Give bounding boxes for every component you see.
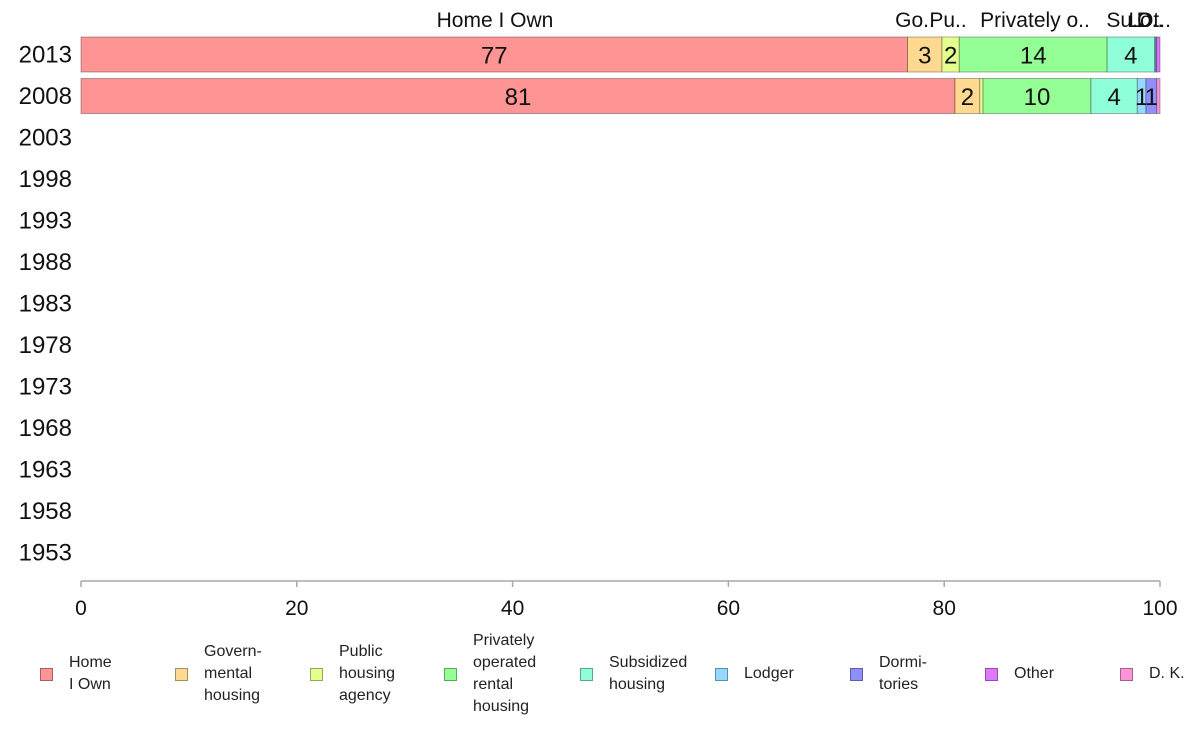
- data-label: 14: [1020, 43, 1047, 70]
- data-label: 10: [1024, 84, 1051, 111]
- bar-segment: [80, 36, 909, 73]
- legend-swatch: [715, 667, 728, 681]
- category-label: 1963: [19, 457, 72, 484]
- data-label: 2: [961, 84, 974, 111]
- x-tick-label: 20: [285, 597, 308, 620]
- category-label: 1953: [19, 540, 72, 567]
- legend-swatch: [444, 667, 457, 681]
- legend-item: Govern- mental housing: [175, 628, 262, 720]
- segment-top-label: Su..: [1106, 9, 1143, 32]
- legend-label: Home I Own: [69, 654, 112, 693]
- bar-segment: [982, 78, 1092, 114]
- category-label: 1978: [19, 332, 72, 359]
- category-label: 1998: [19, 166, 72, 193]
- legend-swatch: [985, 667, 998, 681]
- segment-top-label: Home I Own: [437, 9, 554, 32]
- category-label: 1968: [19, 415, 72, 442]
- legend-swatch: [580, 667, 593, 681]
- legend-label: Other: [1014, 665, 1055, 682]
- legend-swatch: [40, 667, 53, 681]
- x-tick-label: 40: [501, 597, 524, 620]
- data-label: 1: [1145, 84, 1158, 111]
- bar-segment: [1156, 78, 1161, 114]
- legend-swatch: [175, 667, 188, 681]
- legend-label: Govern- mental housing: [204, 643, 262, 704]
- legend-label: Public housing agency: [339, 643, 396, 704]
- bar-segment: [958, 36, 1108, 73]
- legend: Home I Own Govern- mental housing Public h…: [0, 628, 1188, 728]
- legend-item: D. K.: [1120, 628, 1185, 720]
- segment-top-label: Ot..: [1137, 9, 1171, 32]
- bar-segment: [80, 78, 956, 114]
- legend-label: Subsidized housing: [609, 654, 688, 693]
- segment-top-label: Privately o..: [980, 9, 1090, 32]
- x-tick-label: 80: [933, 597, 956, 620]
- legend-label: Dormi- tories: [879, 654, 927, 693]
- legend-item: Lodger: [715, 628, 794, 720]
- legend-item: Dormi- tories: [850, 628, 927, 720]
- legend-item: Subsidized housing: [580, 628, 687, 720]
- bar-segment: [954, 78, 981, 114]
- bar-segment: [1090, 78, 1138, 114]
- legend-swatch: [850, 667, 863, 681]
- category-label: 1988: [19, 249, 72, 276]
- data-label: 77: [481, 43, 508, 70]
- bar-segment: [907, 36, 943, 73]
- category-label: 2003: [19, 125, 72, 152]
- legend-label: Lodger: [744, 665, 794, 682]
- x-tick-label: 60: [717, 597, 740, 620]
- legend-item: Home I Own: [40, 628, 112, 720]
- bar-segment: [1156, 36, 1161, 73]
- bar-segment: [1106, 36, 1156, 73]
- segment-top-label: Lo..: [1128, 9, 1163, 32]
- category-label: 1973: [19, 374, 72, 401]
- legend-item: Other: [985, 628, 1054, 720]
- data-label: 2: [944, 43, 957, 70]
- segment-top-label: D..: [1137, 9, 1164, 32]
- segment-top-label: Pu..: [929, 9, 966, 32]
- segment-top-label: Go..: [895, 9, 935, 32]
- data-label: 81: [505, 84, 532, 111]
- category-label: 2008: [19, 83, 72, 110]
- x-tick-label: 100: [1142, 597, 1177, 620]
- category-label: 1983: [19, 291, 72, 318]
- category-label: 1993: [19, 208, 72, 235]
- bar-segment: [1136, 78, 1147, 114]
- data-label: 4: [1124, 43, 1137, 70]
- bar-segment: [941, 36, 960, 73]
- legend-item: Public housing agency: [310, 628, 395, 720]
- x-tick-label: 0: [75, 597, 87, 620]
- legend-item: Privately operated rental housing: [444, 628, 536, 720]
- category-label: 1958: [19, 498, 72, 525]
- data-label: 1: [1135, 84, 1148, 111]
- data-label: 4: [1107, 84, 1120, 111]
- legend-swatch: [310, 667, 323, 681]
- legend-swatch: [1120, 667, 1133, 681]
- legend-label: D. K.: [1149, 665, 1185, 682]
- data-label: 3: [918, 43, 931, 70]
- category-label: 2013: [19, 42, 72, 69]
- legend-label: Privately operated rental housing: [473, 632, 537, 715]
- stacked-bar-chart: 2013200820031998199319881983197819731968…: [19, 9, 1178, 620]
